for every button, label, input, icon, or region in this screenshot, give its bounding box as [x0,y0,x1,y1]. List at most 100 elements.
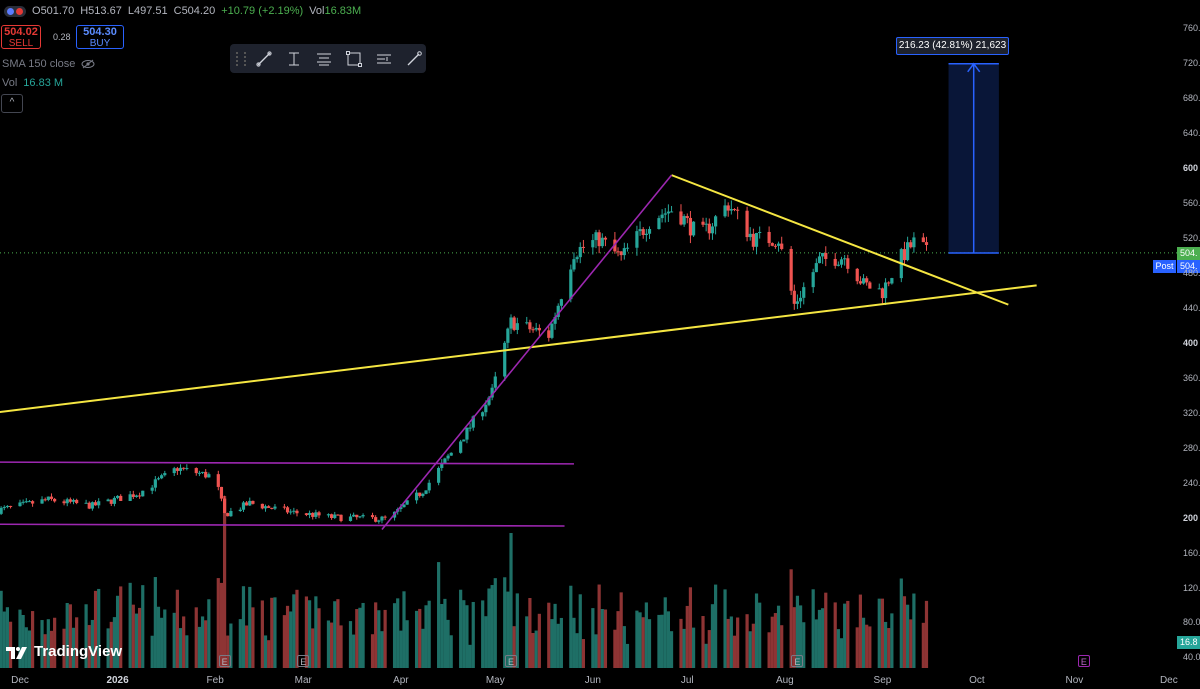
volume-bar [493,578,497,668]
candle-body [260,503,264,509]
volume-bar [484,616,488,668]
volume-bar [525,616,529,668]
candle-body [27,501,32,503]
y-axis-tick-label: 240. [1183,478,1200,488]
volume-bar [0,590,3,668]
candle-body [207,474,211,478]
change-value: +10.79 (+2.19%) [221,5,304,17]
candle-body [197,472,202,474]
volume-legend[interactable]: Vol 16.83 M [2,77,64,89]
candle-body [459,441,463,453]
candle-body [46,496,50,500]
earnings-marker-icon[interactable]: E [791,655,804,667]
volume-bar [503,577,507,668]
y-axis-tick-label: 480. [1183,268,1200,278]
volume-bar [289,611,293,668]
volume-bar [792,607,796,668]
candle-body [635,231,639,248]
collapse-legend-button[interactable]: ^ [1,94,23,113]
tradingview-logo[interactable]: TradingView [6,643,122,660]
volume-bar [194,607,198,668]
volume-bar [402,591,406,668]
volume-bar [352,634,356,668]
volume-bar [909,619,913,668]
candle-body [619,251,623,256]
volume-bar [285,605,290,668]
volume-bar [883,621,888,668]
earnings-marker-icon[interactable]: E [218,655,231,667]
volume-bar [559,617,563,668]
volume-bar [273,597,277,668]
candle-body [553,316,557,324]
candle-body [704,223,708,225]
volume-bar [153,577,157,668]
volume-bar [688,587,693,668]
candle-body [770,243,774,246]
volume-bar [553,603,557,668]
candle-body [578,246,582,258]
symbol-logo-icon[interactable] [4,5,26,17]
volume-bar [490,585,494,668]
candle-body [84,502,88,504]
volume-bar [921,622,925,668]
volume-bar [773,613,778,668]
volume-bar [578,594,582,668]
candle-body [326,514,331,516]
candle-body [131,494,135,497]
volume-bar [679,618,683,668]
candle-body [336,514,340,516]
candle-body [106,499,110,502]
candle-body [43,499,47,501]
candle-body [484,404,488,413]
volume-bar [156,606,161,668]
sma-legend[interactable]: SMA 150 close [2,58,95,70]
ruler-icon[interactable] [372,48,396,70]
volume-bar [314,596,318,668]
rectangle-icon[interactable] [342,48,366,70]
candle-body [339,514,343,522]
volume-bar [424,605,428,668]
volume-bar [449,635,453,668]
volume-bar [776,605,781,668]
candle-body [138,495,142,497]
candle-body [701,221,705,225]
earnings-marker-icon[interactable]: E [1077,655,1090,667]
volume-bar [421,628,425,668]
text-align-icon[interactable] [312,48,336,70]
drag-handle-icon[interactable] [236,51,246,66]
candle-body [175,468,179,471]
post-price-tag: 504. [1177,260,1200,273]
volume-bar [30,611,35,668]
earnings-marker-icon[interactable]: E [297,655,310,667]
candle-body [890,278,894,284]
candle-body [921,237,925,243]
volume-bar [361,602,365,668]
candle-body [317,512,321,516]
volume-bar [377,610,381,668]
candle-body [679,211,683,225]
eye-slash-icon[interactable] [81,59,95,69]
brush-icon[interactable] [402,48,426,70]
candle-body [71,499,76,502]
volume-bar [182,616,186,668]
candle-body [688,217,693,236]
candle-body [509,317,513,329]
volume-bar [333,601,337,668]
buy-button[interactable]: 504.30 BUY [76,25,124,49]
trend-line-icon[interactable] [252,48,276,70]
volume-bar [666,611,670,668]
candle-body [150,487,154,491]
volume-bar [468,644,472,668]
candle-body [267,506,271,508]
fib-icon[interactable] [282,48,306,70]
candle-body [383,516,387,518]
sell-button[interactable]: 504.02 SELL [1,25,41,49]
candle-body [399,507,403,510]
volume-bar [405,620,409,668]
earnings-marker-icon[interactable]: E [505,655,518,667]
volume-bar [204,620,208,668]
volume-bar [238,619,242,668]
volume-value: Vol16.83M [309,5,362,17]
volume-bar [745,614,749,668]
